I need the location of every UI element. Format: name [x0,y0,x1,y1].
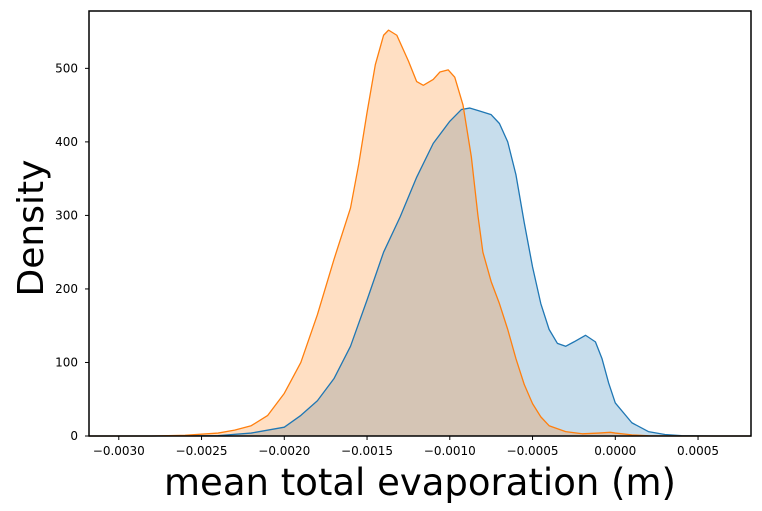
x-tick-label: −0.0020 [258,444,310,458]
y-tick-label: 300 [55,208,78,222]
y-axis-label: Density [11,160,52,297]
x-tick-label: −0.0010 [424,444,476,458]
x-tick-label: −0.0030 [93,444,145,458]
series-2-area [89,30,751,437]
series-layer [89,29,751,437]
y-tick-label: 400 [55,135,78,149]
y-tick-label: 200 [55,282,78,296]
x-tick-label: −0.0015 [341,444,393,458]
x-axis-ticks: −0.0030 −0.0025 −0.0020 −0.0015 −0.0010 −0.00… [93,436,719,458]
x-tick-label: 0.0005 [677,444,719,458]
y-tick-label: 0 [70,429,78,443]
y-tick-label: 500 [55,61,78,75]
x-axis-label: mean total evaporation (m) [164,461,676,504]
x-tick-label: −0.0005 [507,444,559,458]
x-tick-label: −0.0025 [176,444,228,458]
y-tick-label: 100 [55,355,78,369]
x-tick-label: 0.0000 [594,444,636,458]
series-1-line [89,107,751,437]
y-axis-ticks: 0 100 200 300 400 500 [55,61,89,443]
plot-frame [88,10,752,437]
series-1-area [89,108,751,436]
series-2-line [89,29,751,437]
